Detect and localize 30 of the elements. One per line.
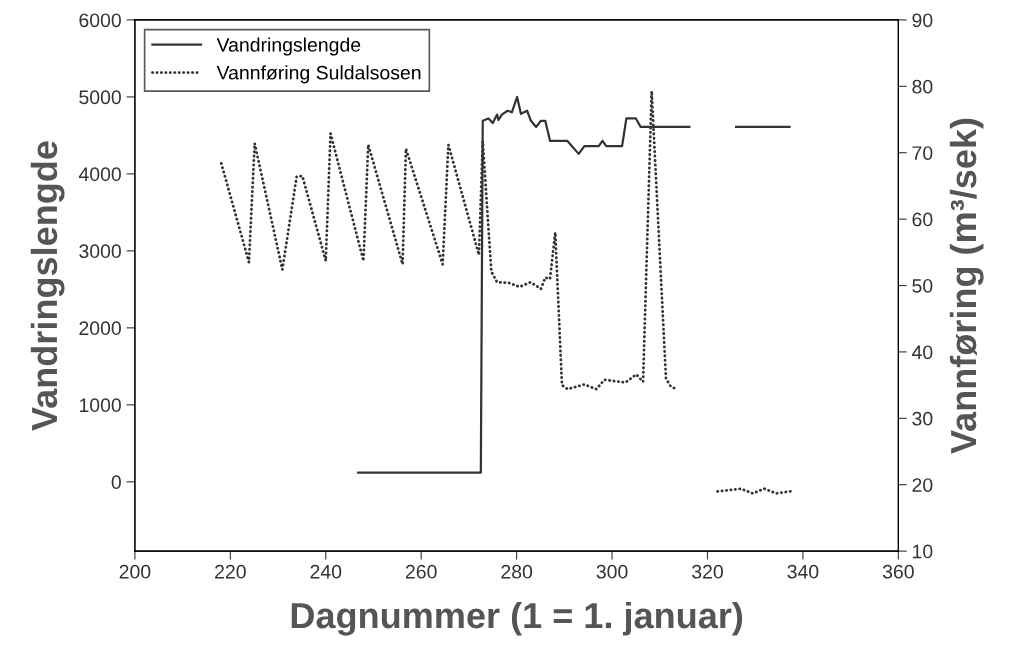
y2-axis-title: Vannføring (m³/sek) [949, 118, 984, 454]
y2-tick-label: 80 [912, 79, 933, 94]
y2-tick-label: 70 [912, 146, 933, 160]
x-tick-label: 240 [310, 564, 342, 579]
y2-tick-label: 60 [912, 212, 933, 227]
x-tick-label: 360 [882, 564, 914, 579]
y2-tick-label: 90 [912, 13, 933, 28]
y2-tick-label: 50 [912, 278, 933, 293]
y-tick-label: 3000 [79, 244, 121, 259]
legend-label: Vannføring Suldalsosen [216, 65, 421, 84]
y2-tick-label: 40 [911, 345, 933, 360]
y2-tick-label: 10 [913, 544, 933, 559]
y-tick-label: 0 [111, 475, 121, 490]
y-tick-label: 2000 [79, 321, 121, 336]
y2-tick-label: 20 [912, 478, 933, 492]
x-tick-label: 300 [596, 564, 628, 579]
x-tick-label: 260 [405, 564, 437, 579]
x-tick-label: 340 [787, 564, 819, 579]
x-axis-title: Dagnummer (1 = 1. januar) [291, 601, 743, 636]
x-tick-label: 220 [215, 564, 246, 579]
y-tick-label: 4000 [78, 167, 121, 182]
y-axis-title: Vandringslengde [30, 141, 65, 431]
y-tick-label: 6000 [79, 13, 121, 28]
y2-tick-label: 30 [912, 411, 933, 426]
y-tick-label: 5000 [79, 90, 121, 105]
x-tick-label: 280 [501, 564, 533, 579]
x-tick-label: 200 [119, 564, 151, 579]
legend-label: Vandringslengde [216, 37, 361, 56]
y-tick-label: 1000 [79, 398, 121, 413]
x-tick-label: 320 [692, 564, 723, 579]
